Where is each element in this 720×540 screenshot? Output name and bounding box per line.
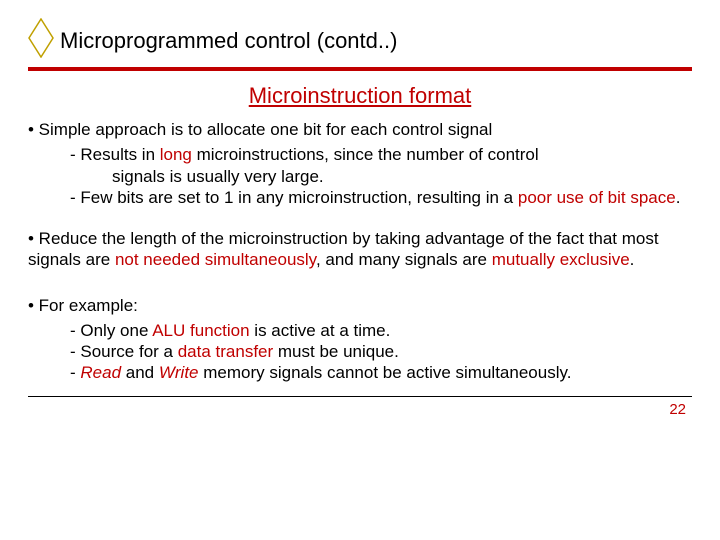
text: - Results in bbox=[70, 145, 160, 164]
diamond-icon bbox=[28, 18, 54, 63]
bullet-1-sub-1-cont: signals is usually very large. bbox=[112, 166, 692, 187]
subtitle: Microinstruction format bbox=[28, 83, 692, 109]
text: - bbox=[70, 363, 80, 382]
bullet-3: • For example: bbox=[28, 295, 692, 316]
body: • Simple approach is to allocate one bit… bbox=[28, 119, 692, 384]
bullet-3-sub-3: - Read and Write memory signals cannot b… bbox=[70, 362, 692, 383]
footer-divider bbox=[28, 396, 692, 397]
italic-accent-text: Write bbox=[159, 363, 199, 382]
text: . bbox=[630, 250, 635, 269]
accent-text: data transfer bbox=[178, 342, 273, 361]
text: must be unique. bbox=[273, 342, 399, 361]
text: memory signals cannot be active simultan… bbox=[199, 363, 572, 382]
accent-text: poor use of bit space bbox=[518, 188, 676, 207]
slide-title: Microprogrammed control (contd..) bbox=[60, 28, 397, 54]
accent-text: long bbox=[160, 145, 192, 164]
slide: Microprogrammed control (contd..) Microi… bbox=[0, 0, 720, 540]
text: is active at a time. bbox=[250, 321, 391, 340]
text: - Few bits are set to 1 in any microinst… bbox=[70, 188, 518, 207]
title-divider bbox=[28, 67, 692, 71]
bullet-2: • Reduce the length of the microinstruct… bbox=[28, 228, 692, 271]
text: signals is usually very large. bbox=[112, 167, 324, 186]
bullet-1-sub-1: - Results in long microinstructions, sin… bbox=[70, 144, 692, 165]
text: microinstructions, since the number of c… bbox=[192, 145, 539, 164]
accent-text: mutually exclusive bbox=[492, 250, 630, 269]
bullet-1: • Simple approach is to allocate one bit… bbox=[28, 119, 692, 140]
text: - Source for a bbox=[70, 342, 178, 361]
text: and bbox=[121, 363, 159, 382]
accent-text: ALU function bbox=[152, 321, 249, 340]
bullet-1-sub-2: - Few bits are set to 1 in any microinst… bbox=[70, 187, 692, 208]
page-number: 22 bbox=[28, 401, 692, 418]
bullet-1-text: • Simple approach is to allocate one bit… bbox=[28, 120, 492, 139]
text: . bbox=[676, 188, 681, 207]
accent-text: not needed simultaneously bbox=[115, 250, 316, 269]
text: • For example: bbox=[28, 296, 138, 315]
text: , and many signals are bbox=[316, 250, 492, 269]
italic-accent-text: Read bbox=[80, 363, 121, 382]
text: - Only one bbox=[70, 321, 152, 340]
bullet-3-sub-2: - Source for a data transfer must be uni… bbox=[70, 341, 692, 362]
bullet-3-sub-1: - Only one ALU function is active at a t… bbox=[70, 320, 692, 341]
title-row: Microprogrammed control (contd..) bbox=[28, 18, 692, 63]
